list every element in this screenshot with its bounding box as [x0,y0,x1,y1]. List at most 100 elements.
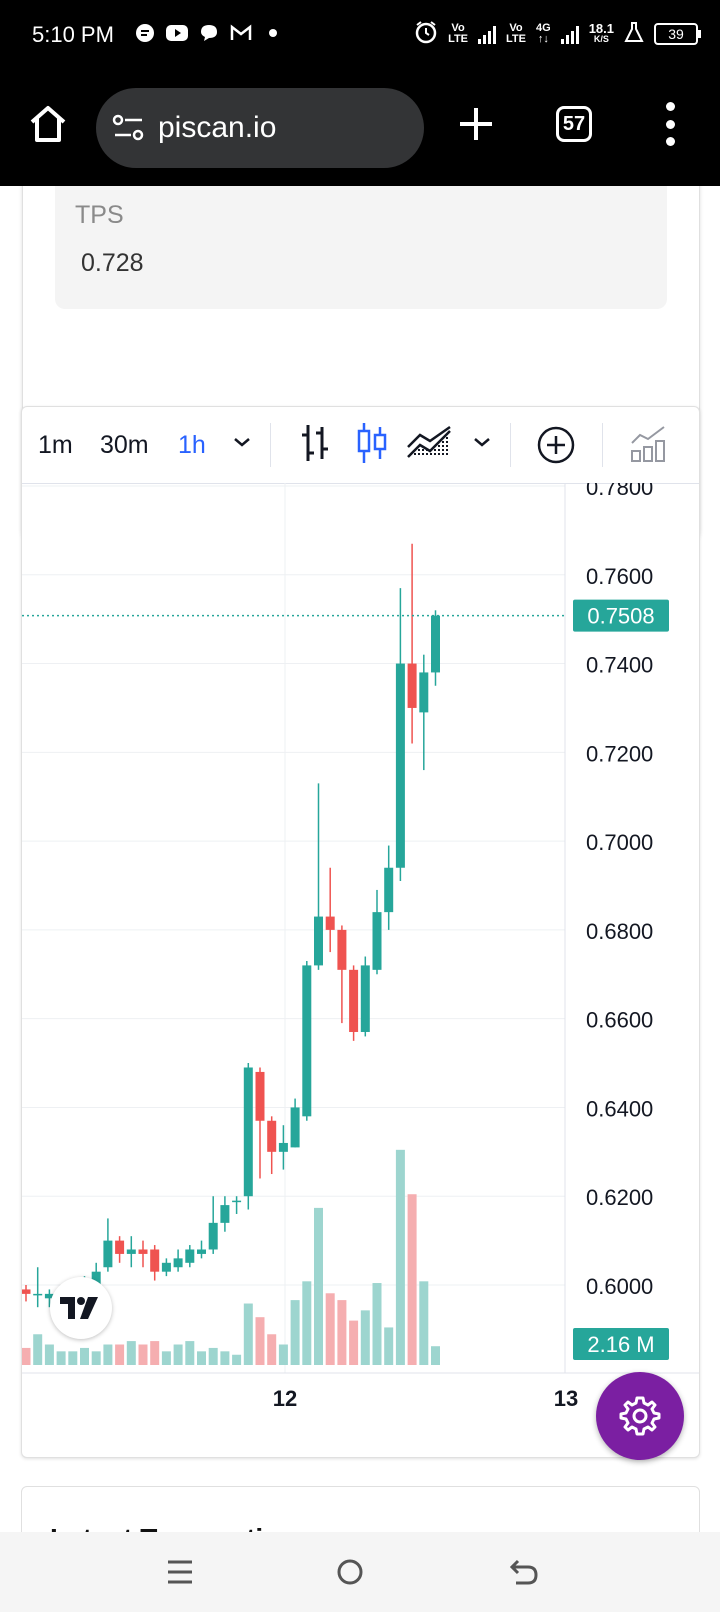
volume-bar [337,1300,347,1365]
candle-body [243,1067,253,1197]
timeframe-dropdown-chevron-icon[interactable] [232,435,252,454]
candle-body [197,1249,206,1254]
candle-body [372,912,382,970]
home-icon[interactable] [26,102,70,146]
dot-icon [262,22,284,44]
y-tick-label: 0.6600 [586,1008,653,1033]
page-content: TPS 0.728 1m 30m 1h [0,186,720,1532]
address-bar[interactable]: piscan.io [96,88,424,168]
volume-bar [33,1334,43,1365]
volume-bar [185,1341,195,1365]
candle-body [173,1258,183,1268]
network-type: 4G ↑↓ [536,21,551,45]
candle-body [208,1222,218,1250]
volume-bar [325,1293,335,1365]
transactions-card: Latest Transactions [21,1486,700,1532]
candle-body [395,663,405,868]
timeframe-1h[interactable]: 1h [178,431,206,459]
toolbar-divider [510,423,511,467]
y-tick-label: 0.6400 [586,1096,653,1121]
volume-bar [56,1351,66,1365]
volume-bar [173,1344,183,1365]
candle-body [44,1293,54,1299]
tps-value: 0.728 [81,249,144,277]
home-nav-icon[interactable] [330,1552,370,1592]
volume-bar [372,1283,382,1365]
toolbar-divider [270,423,271,467]
volume-bar [243,1303,253,1365]
candle-body [349,969,359,1032]
chart-type-dropdown-chevron-icon[interactable] [472,435,492,454]
y-tick-label: 0.7800 [586,483,653,500]
volume-badge [573,1328,669,1360]
tps-label: TPS [75,201,124,229]
candle-body [278,1142,288,1152]
y-tick-label: 0.7600 [586,564,653,589]
volume-bar [267,1334,277,1365]
volume-bar [232,1354,242,1365]
candle-body [407,663,417,708]
toolbar-divider [602,423,603,467]
volume-bar [314,1207,323,1365]
candle-body [33,1293,43,1296]
candle-body [232,1200,242,1203]
messenger-icon [198,22,220,44]
site-settings-icon[interactable] [112,113,146,143]
tab-switcher-button[interactable]: 57 [556,106,592,142]
indicators-icon[interactable] [630,425,666,468]
price-chart[interactable]: 0.7800 0.7600 0.7400 0.7200 0.7000 0.6800 0.66… [22,483,699,1457]
volume-bar [384,1327,394,1365]
area-chart-type-icon[interactable] [406,425,454,466]
volume-bar [103,1344,113,1365]
volume-bar [150,1341,160,1365]
tps-box: TPS 0.728 [55,186,667,309]
chart-toolbar: 1m 30m 1h [22,407,699,484]
notification-icons [134,22,284,44]
clock: 5:10 PM [32,22,114,47]
last-price-badge [573,599,669,632]
candle-body [314,916,323,966]
tradingview-logo-icon[interactable] [50,1277,112,1339]
volume-bar [395,1149,405,1365]
system-indicators: Vo LTE Vo LTE 4G ↑↓ 18.1 K/S 39 [414,20,701,47]
more-options-icon[interactable] [660,102,680,146]
add-indicator-icon[interactable] [536,425,576,470]
section-title: Latest Transactions [50,1523,313,1532]
volume-bar [278,1344,288,1365]
bar-chart-type-icon[interactable] [298,423,332,468]
volume-bar [407,1194,417,1365]
timeframe-30m[interactable]: 30m [100,431,149,459]
volume-bar [68,1351,78,1365]
y-tick-label: 0.6800 [586,919,653,944]
candle-body [185,1249,195,1263]
timeframe-1m[interactable]: 1m [38,431,73,459]
sim1-signal-icon [478,24,497,44]
y-tick-label: 0.7200 [586,741,653,766]
recent-apps-icon[interactable] [160,1552,200,1592]
volume-bar [80,1347,89,1365]
gear-icon [619,1396,661,1436]
volume-bar [349,1320,359,1365]
y-tick-label: 0.7000 [586,830,653,855]
candle-body [431,615,440,673]
new-tab-icon[interactable] [456,104,496,144]
last-price-label: 0.7508 [587,604,654,629]
volume-bar [91,1351,101,1365]
volume-bar [126,1341,136,1365]
y-tick-label: 0.6200 [586,1185,653,1210]
candle-body [384,867,394,913]
candle-body [267,1120,277,1152]
candle-body [337,929,347,970]
candles-chart-type-icon[interactable] [356,421,388,470]
chat-bubble-icon [134,22,156,44]
volume-bar [255,1317,265,1365]
volume-bar [302,1281,312,1365]
back-icon[interactable] [504,1552,544,1592]
candle-body [103,1240,113,1268]
settings-fab-button[interactable] [596,1372,684,1460]
sim1-label: Vo LTE [448,21,469,45]
volume-bar [208,1347,218,1365]
alarm-icon [414,20,438,47]
y-tick-label: 0.6000 [586,1274,653,1299]
candle-body [91,1271,101,1285]
